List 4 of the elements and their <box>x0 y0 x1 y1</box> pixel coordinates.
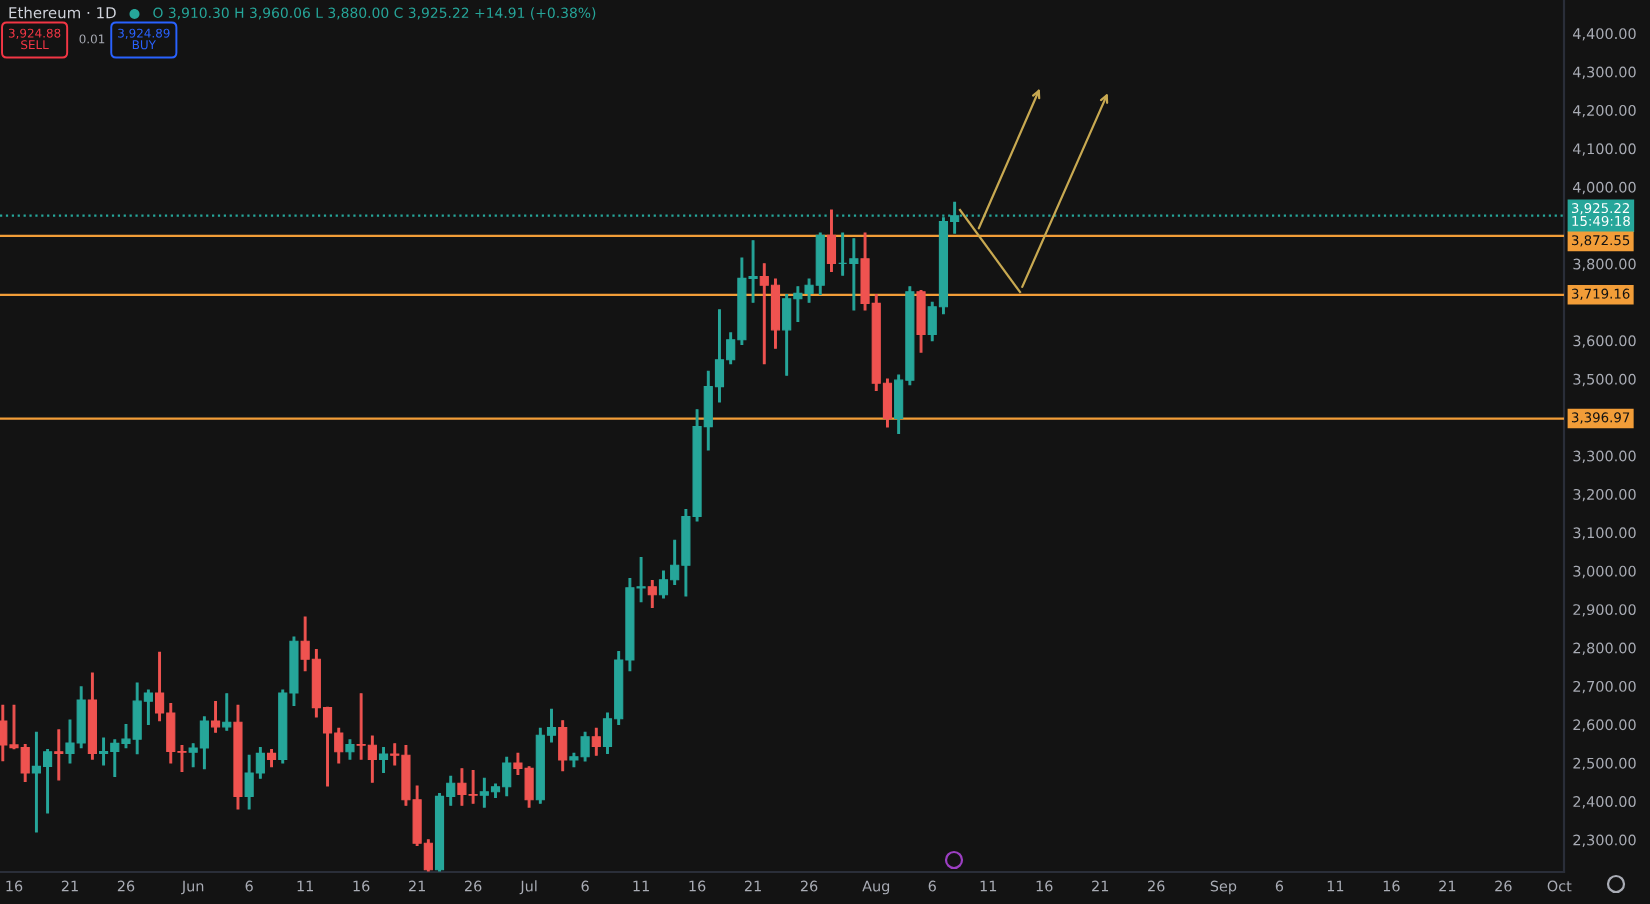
candlestick <box>54 729 64 781</box>
candlestick <box>222 693 232 731</box>
candlestick <box>210 700 221 733</box>
candlestick <box>378 747 389 774</box>
